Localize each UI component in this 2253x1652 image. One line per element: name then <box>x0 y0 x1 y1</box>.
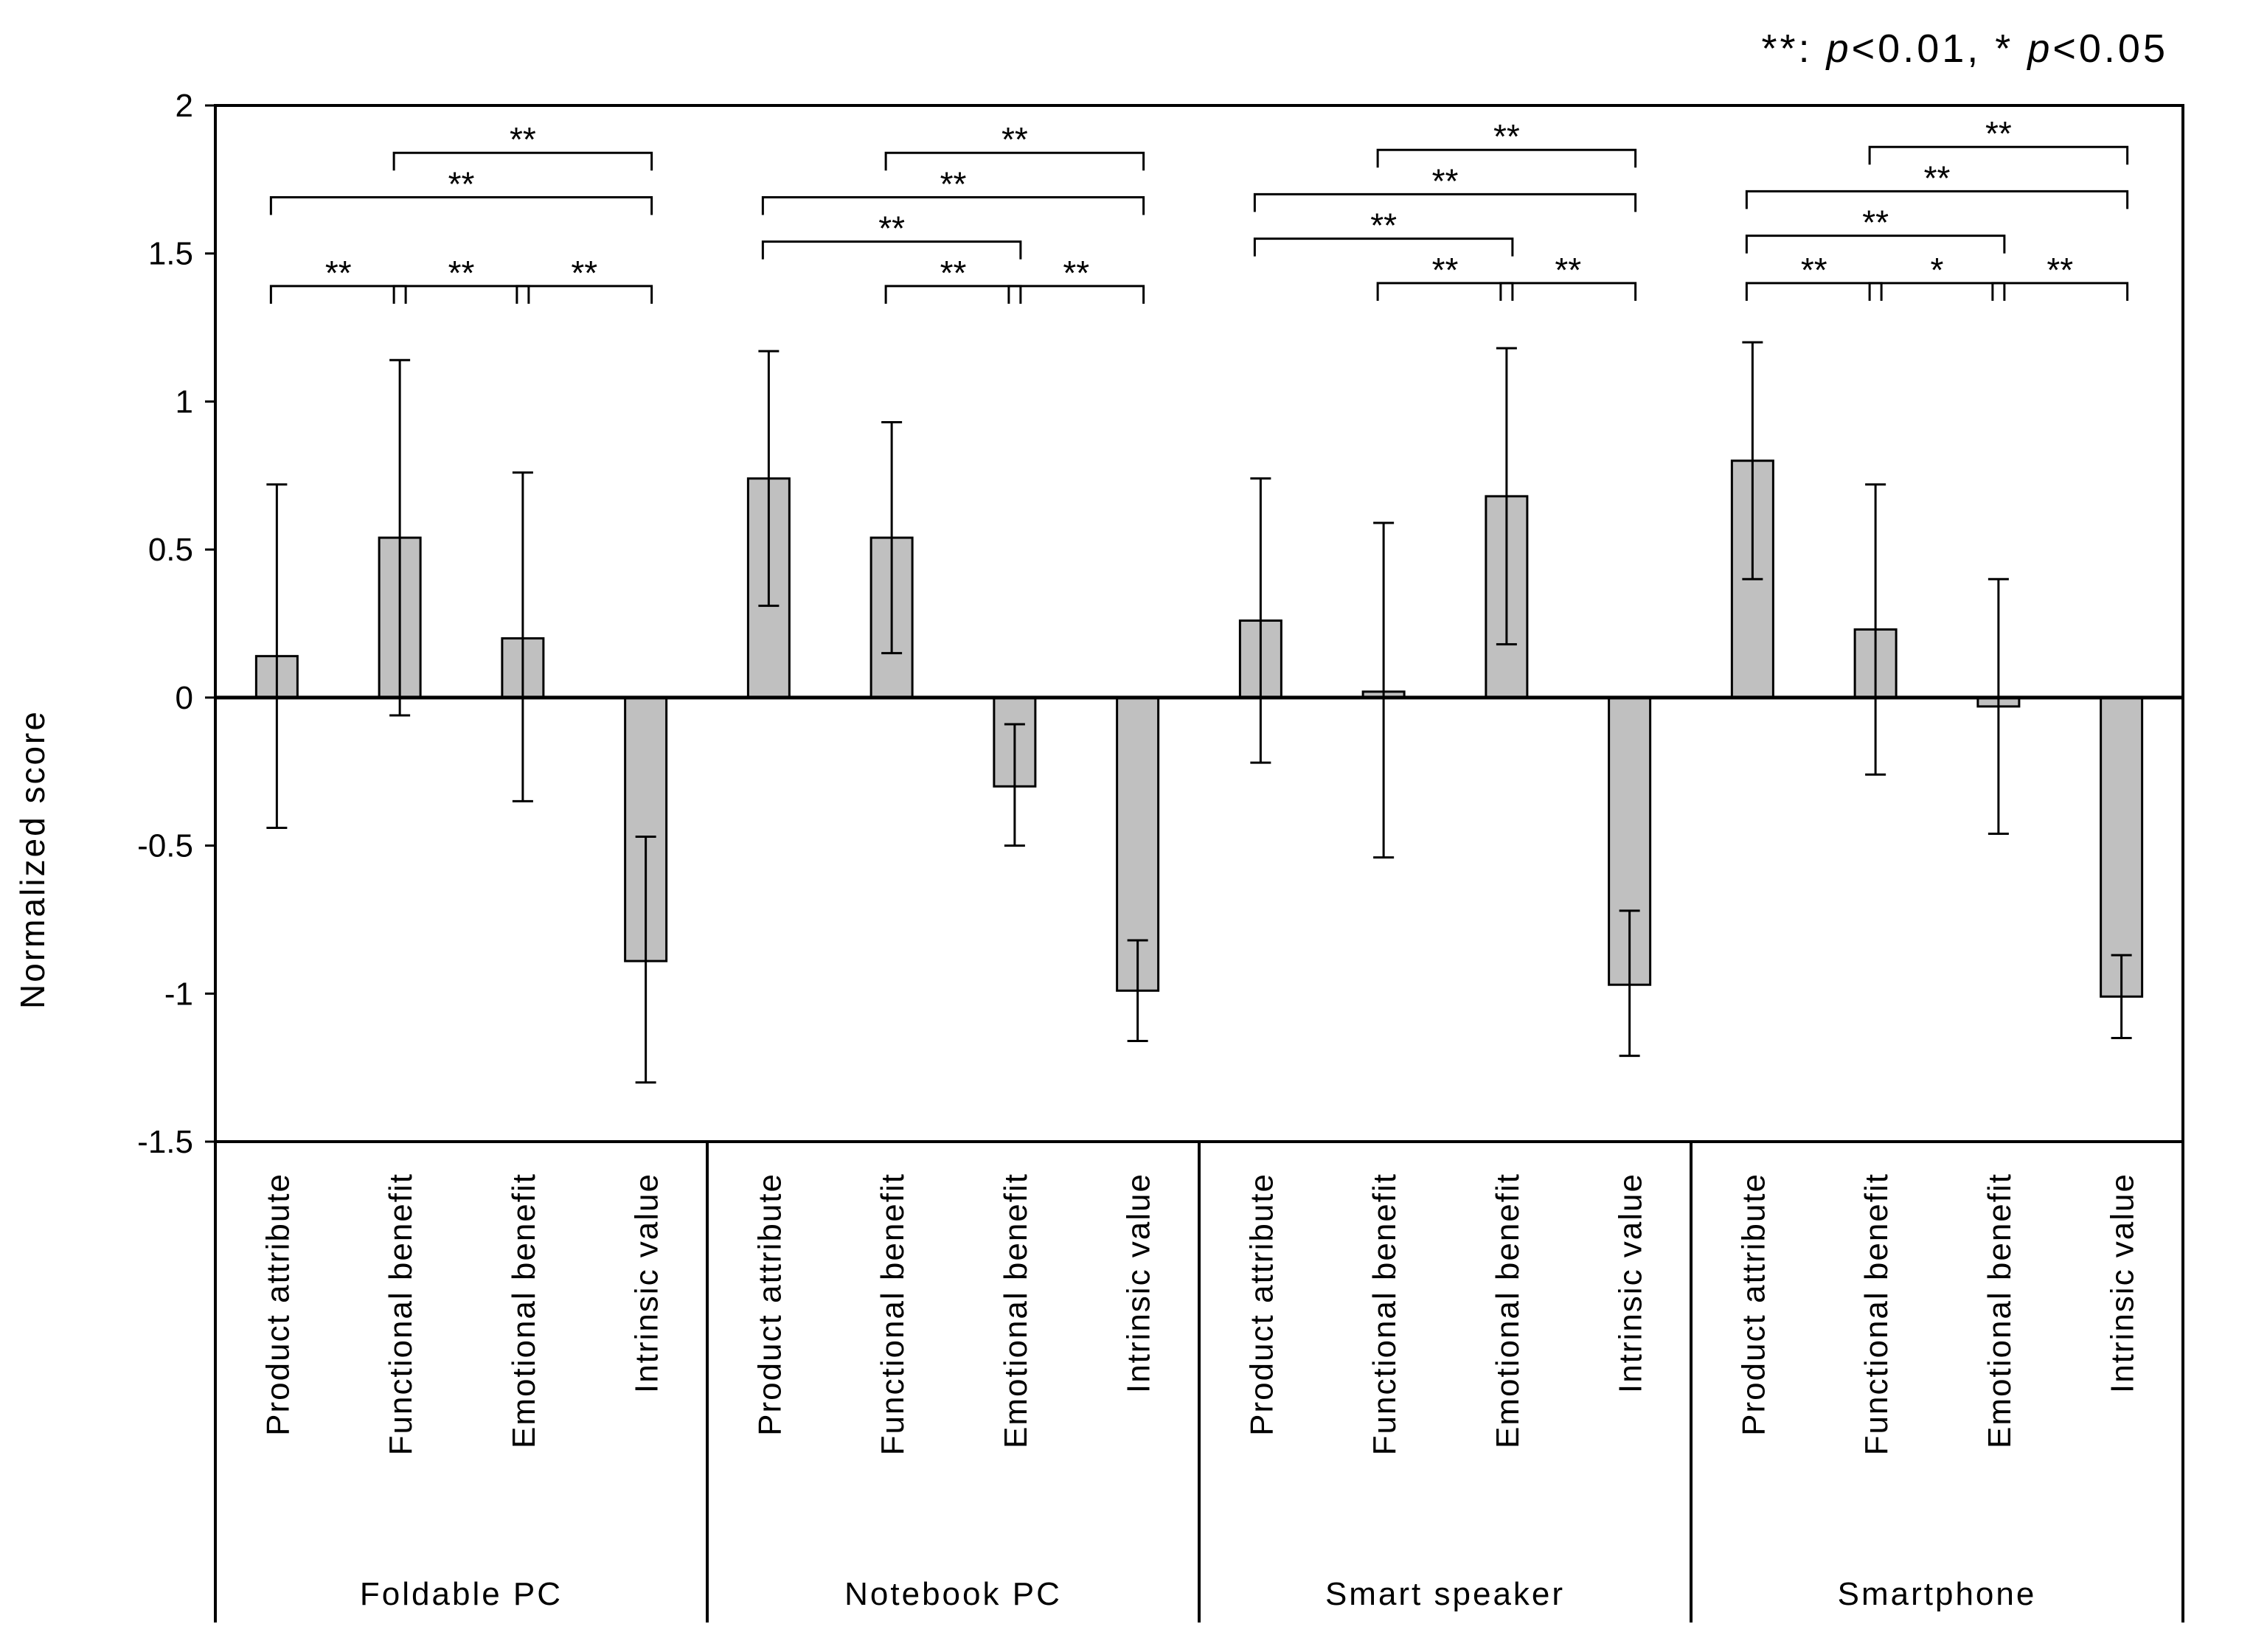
significance-bracket <box>269 195 653 215</box>
category-label: Intrinsic value <box>1613 1173 1649 1393</box>
y-tick-label: 1 <box>176 384 193 420</box>
significance-label: ** <box>1924 159 1951 197</box>
significance-label: ** <box>448 254 475 292</box>
significance-bracket <box>1376 282 1514 301</box>
significance-bracket <box>1868 282 2006 301</box>
category-label: Functional benefit <box>383 1173 419 1455</box>
legend-p-2: p <box>2026 27 2052 71</box>
significance-label: ** <box>1985 114 2012 153</box>
significance-bracket <box>884 151 1145 171</box>
significance-bracket <box>515 285 653 304</box>
category-label: Emotional benefit <box>1490 1173 1526 1448</box>
category-label: Product attribute <box>1243 1173 1280 1436</box>
significance-label: ** <box>1432 251 1459 289</box>
category-label: Functional benefit <box>1367 1173 1403 1455</box>
significance-label: ** <box>1555 251 1581 289</box>
significance-bracket <box>1253 192 1637 212</box>
significance-label: ** <box>878 209 905 248</box>
category-label: Intrinsic value <box>2105 1173 2141 1393</box>
y-tick-label: -1.5 <box>137 1124 193 1160</box>
significance-label: ** <box>2047 251 2073 289</box>
significance-bracket <box>1253 237 1514 257</box>
significance-label: ** <box>1493 117 1520 156</box>
significance-bracket <box>1745 235 2006 254</box>
category-label: Functional benefit <box>1858 1173 1895 1455</box>
y-tick-label: 1.5 <box>148 236 193 272</box>
significance-label: * <box>1931 251 1944 289</box>
significance-bracket <box>761 240 1022 260</box>
significance-bracket <box>1868 145 2129 165</box>
category-label: Functional benefit <box>875 1173 911 1455</box>
significance-label: ** <box>510 120 536 159</box>
y-axis-ticks: 2 1.5 1 0.5 0 -0.5 -1 -1.5 <box>137 88 215 1160</box>
significance-label: ** <box>1063 254 1089 292</box>
y-tick-label: 2 <box>176 88 193 124</box>
y-tick-label: 0.5 <box>148 532 193 568</box>
significance-label: ** <box>1432 162 1459 200</box>
legend-text: **: p<0.01, * p<0.05 <box>1762 27 2168 71</box>
category-label: Product attribute <box>751 1173 788 1436</box>
legend-p-1: p <box>1825 27 1852 71</box>
significance-brackets: ** ** ******** ********** ********** * *******… <box>269 114 2129 304</box>
category-label: Product attribute <box>260 1173 296 1436</box>
category-labels: Product attribute Functional benefit Emoti… <box>260 1173 2140 1455</box>
significance-label: ** <box>1001 120 1028 159</box>
significance-bracket <box>1499 282 1637 301</box>
significance-label: ** <box>448 164 475 203</box>
legend-single-cond: <0.05 <box>2052 27 2168 71</box>
category-label: Emotional benefit <box>998 1173 1034 1448</box>
significance-label: ** <box>1370 206 1397 245</box>
group-label: Smartphone <box>1838 1576 2037 1612</box>
category-label: Emotional benefit <box>506 1173 542 1448</box>
category-label: Intrinsic value <box>1121 1173 1157 1393</box>
significance-label: ** <box>325 254 352 292</box>
group-label: Foldable PC <box>360 1576 563 1612</box>
group-label: Notebook PC <box>844 1576 1062 1612</box>
plot-frame <box>214 104 2184 1622</box>
significance-bracket <box>761 195 1145 215</box>
significance-bracket <box>269 285 407 304</box>
legend-double-label: : <box>1799 27 1827 71</box>
plot-border <box>214 104 2184 1143</box>
significance-label: ** <box>571 254 597 292</box>
group-labels: Foldable PC Notebook PC Smart speaker Smart… <box>360 1576 2037 1612</box>
y-tick-label: 0 <box>176 680 193 716</box>
error-bars <box>266 341 2132 1084</box>
significance-label: ** <box>1862 204 1889 242</box>
category-label: Intrinsic value <box>629 1173 665 1393</box>
significance-bracket <box>1745 190 2129 209</box>
significance-legend: **: p<0.01, * p<0.05 <box>1762 27 2168 71</box>
y-tick-label: -0.5 <box>137 828 193 864</box>
legend-double-cond: <0.01, <box>1852 27 1996 71</box>
significance-label: ** <box>1801 251 1827 289</box>
category-label: Emotional benefit <box>1982 1173 2018 1448</box>
y-tick-label: -1 <box>164 976 193 1012</box>
significance-bracket <box>392 285 530 304</box>
significance-bracket <box>1991 282 2129 301</box>
bar <box>2100 696 2144 998</box>
significance-bracket <box>392 151 653 171</box>
group-label: Smart speaker <box>1325 1576 1565 1612</box>
bars <box>254 459 2144 998</box>
significance-bracket <box>1745 282 1883 301</box>
legend-double-star: ** <box>1762 27 1799 71</box>
significance-bracket <box>1007 285 1145 304</box>
category-label: Product attribute <box>1735 1173 1771 1436</box>
significance-label: ** <box>940 254 967 292</box>
significance-label: ** <box>940 164 967 203</box>
legend-single-star: * <box>1995 27 2013 71</box>
y-axis-title: Normalized score <box>13 709 52 1009</box>
legend-single-label <box>2013 27 2027 71</box>
significance-bracket <box>1376 148 1637 168</box>
significance-bracket <box>884 285 1022 304</box>
